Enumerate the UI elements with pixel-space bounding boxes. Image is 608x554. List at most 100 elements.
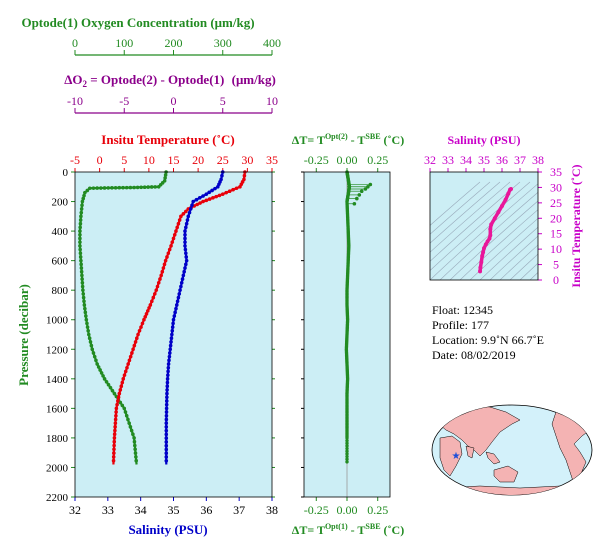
temperature-point: [159, 273, 163, 278]
salinity-point: [167, 354, 172, 359]
temperature-tick-label: 5: [121, 153, 127, 167]
temperature-point: [214, 194, 218, 199]
pressure-tick-label: 400: [52, 226, 69, 238]
oxygen-point: [91, 351, 96, 355]
delta-t-tick-label-bottom: -0.25: [304, 503, 329, 517]
oxygen-point: [95, 362, 99, 366]
oxygen-point: [110, 186, 114, 190]
temperature-axis-title: Insitu Temperature (˚C): [101, 132, 234, 147]
temperature-point: [115, 402, 119, 407]
salinity-point: [171, 321, 175, 326]
oxygen-point: [113, 185, 118, 190]
salinity-point: [213, 186, 217, 191]
temperature-point: [137, 329, 142, 333]
salinity-point: [168, 343, 173, 348]
temperature-point: [120, 380, 125, 385]
oxygen-point: [82, 193, 86, 198]
salinity-point: [164, 458, 169, 463]
inset-temperature-tick-label: 35: [550, 165, 562, 179]
oxygen-point: [106, 186, 111, 190]
salinity-point: [179, 280, 184, 285]
temperature-point: [112, 447, 116, 452]
isopycnal-line: [430, 181, 521, 262]
oxygen-point: [83, 310, 88, 315]
oxygen-point: [104, 379, 109, 384]
oxygen-point: [89, 343, 94, 348]
salinity-point: [183, 232, 187, 237]
oxygen-point: [90, 347, 95, 352]
temperature-point: [118, 388, 123, 392]
isopycnal-line: [430, 181, 491, 235]
oxygen-point: [129, 428, 134, 433]
oxygen-point: [133, 443, 137, 448]
isopycnal-line: [509, 253, 538, 280]
salinity-point: [168, 351, 172, 355]
oxygen-point: [85, 325, 90, 329]
delta-t-point: [345, 441, 349, 445]
pressure-tick-label: 1000: [46, 315, 69, 327]
oxygen-point: [78, 225, 82, 230]
oxygen-point: [81, 288, 85, 292]
oxygen-point: [108, 385, 113, 390]
temperature-point: [133, 340, 138, 344]
oxygen-point: [79, 214, 83, 219]
oxygen-point: [78, 255, 83, 259]
oxygen-point: [127, 421, 131, 425]
temperature-point: [132, 343, 137, 348]
salinity-point: [190, 203, 194, 208]
temperature-point: [174, 229, 178, 233]
salinity-tick-label: 35: [168, 503, 180, 517]
map-land-antarctica: [435, 485, 591, 495]
oxygen-point: [124, 413, 129, 418]
pressure-tick-label: 1600: [46, 403, 69, 415]
temperature-point: [161, 266, 166, 270]
ts-inset-frame: [429, 171, 539, 281]
isopycnal-line: [489, 235, 538, 280]
oxygen-point: [81, 196, 86, 201]
salinity-point: [174, 306, 178, 311]
isopycnal-line: [430, 181, 531, 272]
oxygen-point: [123, 410, 128, 414]
temperature-point: [155, 284, 160, 289]
temperature-point: [119, 384, 124, 389]
temperature-point: [116, 395, 121, 400]
delta-t-spike-point: [366, 184, 370, 189]
oxygen-point: [156, 184, 161, 189]
oxygen-point: [88, 340, 93, 344]
oxygen-point: [80, 273, 84, 278]
oxygen-point: [139, 185, 143, 190]
temperature-point: [121, 377, 126, 381]
ts-point: [506, 191, 511, 196]
oxygen-tick-label: 400: [263, 36, 281, 50]
inset-temperature-tick-label: 15: [550, 227, 562, 241]
oxygen-point: [163, 173, 168, 177]
salinity-point: [183, 229, 187, 233]
delta-o2-axis: ΔO2 = Optode(2) - Optode(1) (μm/kg) -10 -…: [64, 72, 278, 114]
salinity-point: [177, 292, 182, 296]
oxygen-point: [78, 244, 82, 248]
isopycnal-line: [519, 262, 538, 280]
temperature-point: [111, 458, 116, 463]
temperature-tick-label: 20: [192, 153, 204, 167]
temperature-point: [114, 410, 118, 414]
oxygen-point: [91, 186, 96, 190]
salinity-point: [207, 190, 212, 195]
inset-salinity-tick-label: 38: [532, 153, 544, 167]
oxygen-point: [78, 247, 82, 252]
salinity-point: [187, 210, 192, 215]
temperature-point: [207, 197, 212, 201]
delta-t-point: [345, 454, 349, 459]
inset-salinity-tick-label: 33: [442, 153, 454, 167]
oxygen-point: [132, 436, 136, 440]
oxygen-point: [79, 258, 83, 263]
temperature-point: [201, 199, 205, 204]
temperature-point: [112, 451, 116, 455]
temperature-point: [181, 212, 186, 216]
temperature-point: [127, 358, 132, 363]
pressure-tick-label: 2200: [46, 492, 69, 504]
temperature-point: [186, 207, 191, 211]
oxygen-point: [101, 374, 105, 378]
isopycnal-line: [499, 244, 538, 280]
isopycnal-line: [430, 181, 511, 253]
temperature-point: [144, 312, 149, 316]
